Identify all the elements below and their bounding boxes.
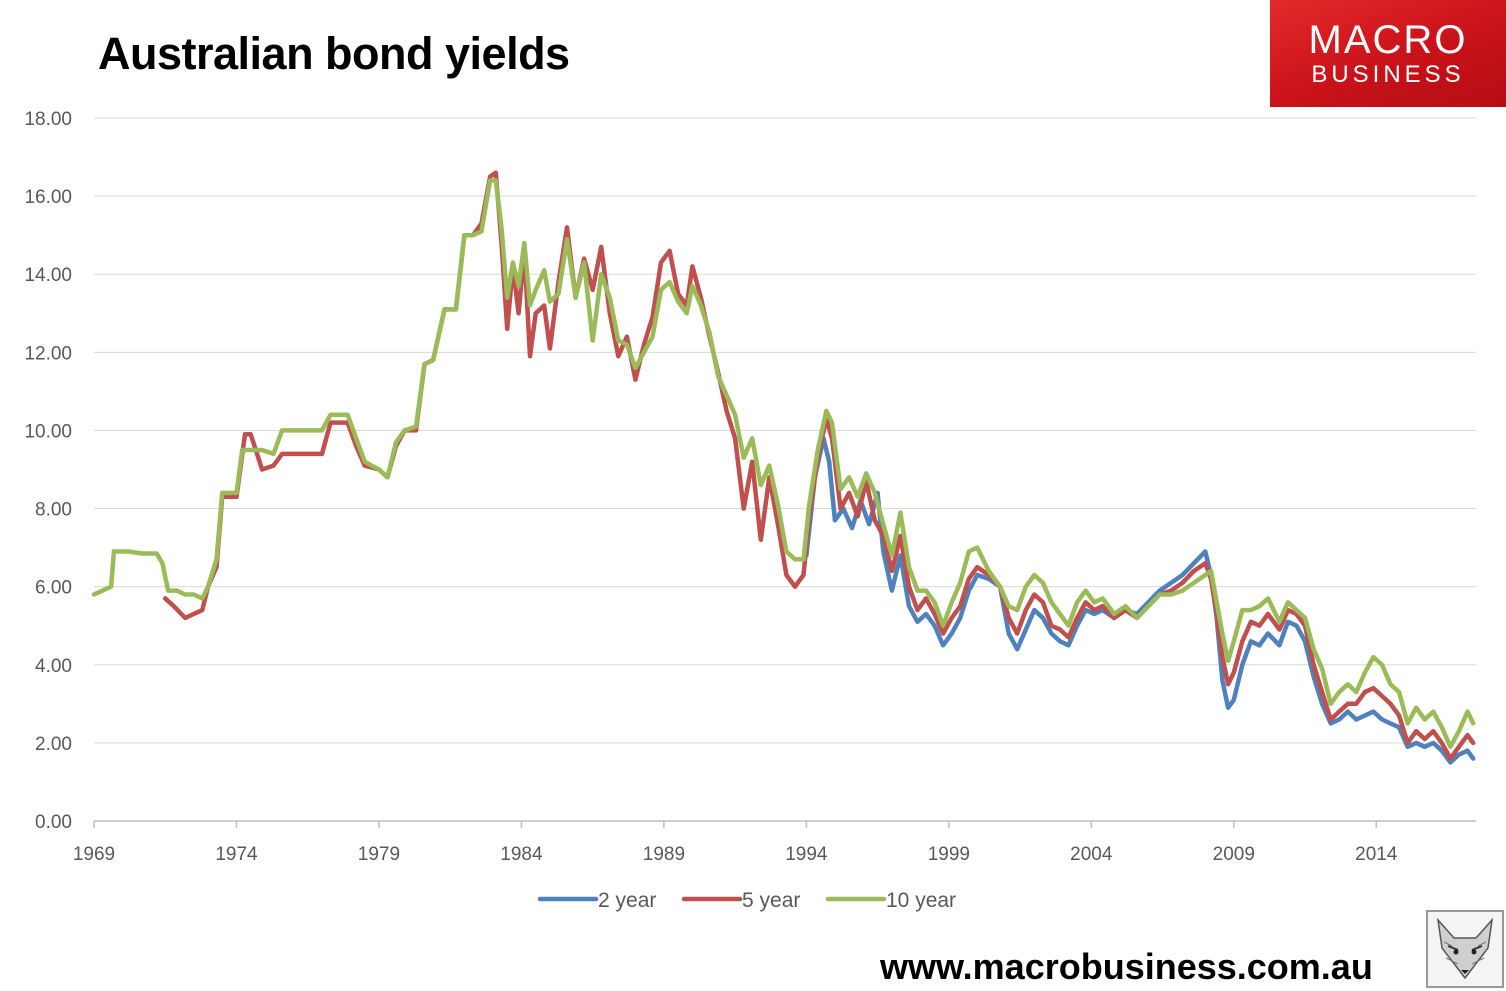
y-tick-label-6: 12.00 bbox=[24, 343, 72, 364]
macrobusiness-logo[interactable]: MACRO BUSINESS bbox=[1270, 0, 1506, 107]
gridlines bbox=[94, 117, 1476, 744]
y-tick-label-0: 0.00 bbox=[35, 812, 72, 833]
x-tick-label-7: 2004 bbox=[1070, 844, 1113, 865]
x-axis: 1969 1974 1979 1984 1989 1994 1999 2004 2009 2014 bbox=[73, 820, 1476, 865]
x-tick-label-6: 1999 bbox=[928, 844, 970, 865]
logo-line-macro: MACRO bbox=[1308, 18, 1468, 62]
y-tick-label-4: 8.00 bbox=[35, 500, 72, 521]
chart-title: Australian bond yields bbox=[98, 28, 570, 79]
legend-label-2-year: 2 year bbox=[598, 889, 656, 912]
series-line-2-year bbox=[804, 436, 1476, 765]
series-lines bbox=[91, 170, 1476, 765]
x-tick-label-5: 1994 bbox=[785, 844, 828, 865]
legend-label-5-year: 5 year bbox=[742, 889, 800, 912]
legend-label-10-year: 10 year bbox=[886, 889, 956, 912]
y-tick-label-3: 6.00 bbox=[35, 578, 72, 599]
x-tick-label-3: 1984 bbox=[500, 844, 543, 865]
y-tick-label-9: 18.00 bbox=[24, 109, 72, 130]
series-line-10-year bbox=[91, 178, 1476, 750]
x-tick-label-9: 2014 bbox=[1355, 844, 1398, 865]
x-tick-label-4: 1989 bbox=[643, 844, 685, 865]
x-tick-label-2: 1979 bbox=[358, 844, 400, 865]
footer-url[interactable]: www.macrobusiness.com.au bbox=[880, 946, 1373, 987]
legend: 2 year 5 year 10 year bbox=[537, 889, 956, 912]
y-tick-label-8: 16.00 bbox=[24, 187, 72, 208]
y-tick-label-1: 2.00 bbox=[35, 734, 72, 755]
y-tick-label-7: 14.00 bbox=[24, 265, 72, 286]
x-tick-label-0: 1969 bbox=[73, 844, 115, 865]
y-tick-label-5: 10.00 bbox=[24, 421, 72, 442]
x-tick-label-8: 2009 bbox=[1213, 844, 1255, 865]
logo-line-business: BUSINESS bbox=[1311, 61, 1465, 88]
y-axis-ticks: 0.00 2.00 4.00 6.00 8.00 10.00 12.00 14.00 16.00… bbox=[24, 109, 72, 833]
x-tick-label-1: 1974 bbox=[215, 844, 258, 865]
fox-head-icon bbox=[1426, 910, 1504, 988]
y-tick-label-2: 4.00 bbox=[35, 656, 72, 677]
